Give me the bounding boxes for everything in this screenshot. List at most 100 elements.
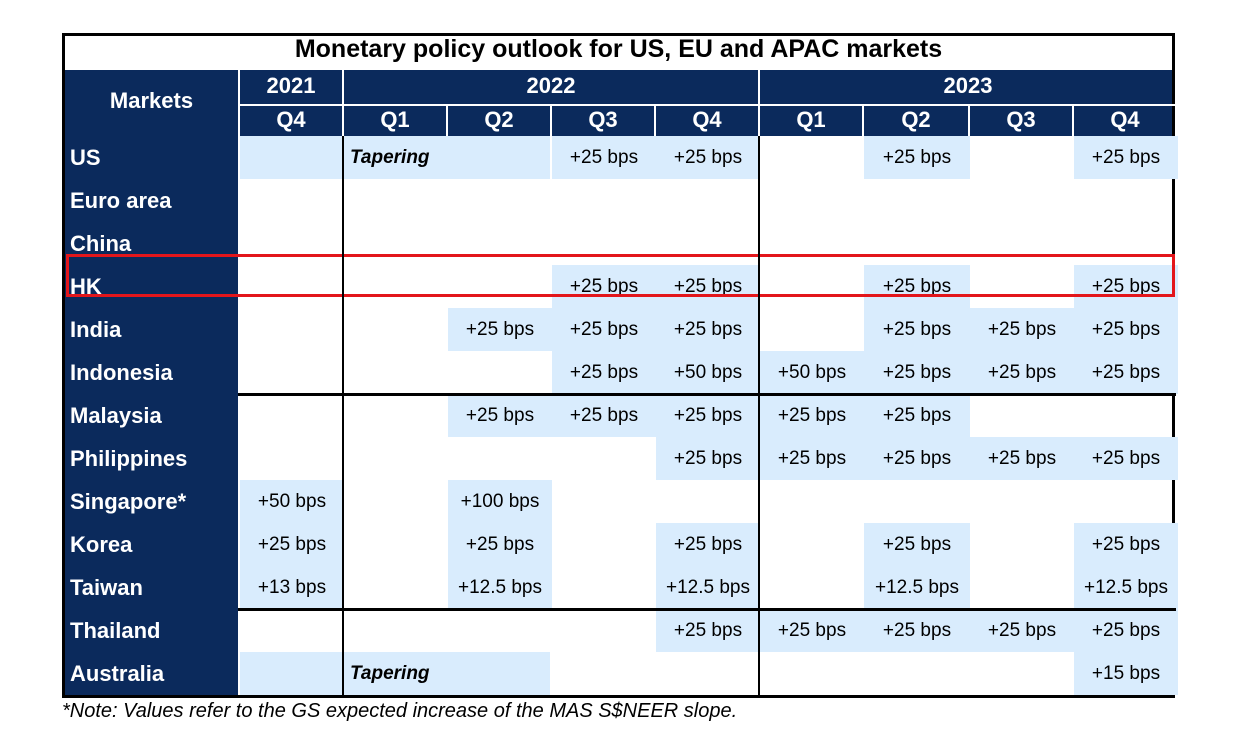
data-cell: +25 bps [864,308,970,351]
header-divider [654,104,656,136]
data-cell [240,437,344,480]
data-cell [448,437,552,480]
data-cell [970,652,1074,695]
table-row: Indonesia +25 bps +50 bps +50 bps +25 bps +25… [65,351,1178,394]
data-cell: +25 bps [760,394,864,437]
year-separator [758,136,760,698]
table-row: India +25 bps +25 bps +25 bps +25 bps +25 bps… [65,308,1178,351]
data-cell: Tapering [344,652,550,695]
data-cell: +25 bps [864,394,970,437]
data-cell: +25 bps [760,437,864,480]
data-cell [344,351,448,394]
quarter-header: Q2 [864,104,968,134]
market-label: China [65,222,238,265]
data-cell: +25 bps [1074,523,1178,566]
data-cell: +25 bps [448,308,552,351]
data-cell: +50 bps [760,351,864,394]
table-row: Taiwan +13 bps +12.5 bps +12.5 bps +12.5 bps… [65,566,1178,609]
data-cell [760,523,864,566]
data-cell [344,523,448,566]
data-cell [760,652,864,695]
data-cell: +13 bps [240,566,344,609]
data-cell: +25 bps [656,265,760,308]
data-cell [552,437,656,480]
data-cell: +25 bps [552,394,656,437]
quarter-header: Q3 [552,104,654,134]
quarter-header: Q1 [760,104,862,134]
market-label: Indonesia [65,351,238,394]
data-cell [970,394,1074,437]
data-cell: +25 bps [970,308,1074,351]
data-cell: +25 bps [240,523,344,566]
table-row: Thailand +25 bps +25 bps +25 bps +25 bps +25 … [65,609,1178,652]
data-cell [864,480,970,523]
group-separator [238,393,1176,396]
market-label: Australia [65,652,238,695]
table-title: Monetary policy outlook for US, EU and A… [294,35,943,63]
data-cell [344,308,448,351]
data-cell: +12.5 bps [864,566,970,609]
policy-table: Monetary policy outlook for US, EU and A… [62,33,1178,698]
table-row: Euro area [65,179,1172,222]
data-cell: +12.5 bps [656,566,760,609]
data-cell: +25 bps [552,351,656,394]
data-cell [240,308,344,351]
data-cell: +25 bps [552,308,656,351]
data-cell [240,136,344,179]
data-cell [552,523,656,566]
header-divider [550,104,552,136]
data-cell [656,480,760,523]
footnote: *Note: Values refer to the GS expected i… [62,700,738,722]
data-cell: +50 bps [656,351,760,394]
data-cell: +25 bps [864,523,970,566]
data-cell: +25 bps [552,136,656,179]
table-body: US Tapering +25 bps +25 bps +25 bps +25 bps Eu… [65,136,1178,698]
data-cell: +25 bps [656,136,760,179]
header-divider [342,70,344,136]
market-label: Euro area [65,179,238,222]
year-2022-header: 2022 [526,73,576,98]
table-header: Markets 2021 2022 2023 Q4 Q1 Q2 Q3 Q4 Q1 Q2 Q3 Q… [65,70,1176,136]
data-cell: +25 bps [656,609,760,652]
data-cell: +100 bps [448,480,552,523]
data-cell [760,136,864,179]
table-row: US Tapering +25 bps +25 bps +25 bps +25 bps [65,136,1178,179]
market-label: India [65,308,238,351]
data-cell [344,394,448,437]
data-cell [552,652,656,695]
market-label: Korea [65,523,238,566]
market-label: Taiwan [65,566,238,609]
quarter-header: Q2 [448,104,550,134]
data-cell [448,351,552,394]
data-cell: +25 bps [864,265,970,308]
table-row: Philippines +25 bps +25 bps +25 bps +25 bps +… [65,437,1178,480]
data-cell: +25 bps [1074,437,1178,480]
year-2023-header: 2023 [943,73,993,98]
market-label: Thailand [65,609,238,652]
market-label: Malaysia [65,394,238,437]
header-divider [446,104,448,136]
quarter-header: Q4 [1074,104,1176,134]
data-cell [240,652,344,695]
data-cell: +25 bps [1074,351,1178,394]
data-cell [552,566,656,609]
data-cell: +25 bps [656,523,760,566]
data-cell: +12.5 bps [1074,566,1178,609]
table-row: Singapore* +50 bps +100 bps [65,480,1172,523]
data-cell: +25 bps [656,308,760,351]
data-cell [240,394,344,437]
table-row: Korea +25 bps +25 bps +25 bps +25 bps +25 bps [65,523,1178,566]
data-cell: +25 bps [1074,308,1178,351]
data-cell [552,609,656,652]
data-cell: +25 bps [1074,265,1178,308]
data-cell: +15 bps [1074,652,1178,695]
data-cell [760,566,864,609]
market-label: Philippines [65,437,238,480]
markets-header: Markets [109,88,194,113]
market-label: US [65,136,238,179]
quarter-header: Q4 [656,104,758,134]
data-cell: +25 bps [760,609,864,652]
data-cell [344,480,448,523]
data-cell: +25 bps [1074,609,1178,652]
table-row: HK +25 bps +25 bps +25 bps +25 bps [65,265,1178,308]
